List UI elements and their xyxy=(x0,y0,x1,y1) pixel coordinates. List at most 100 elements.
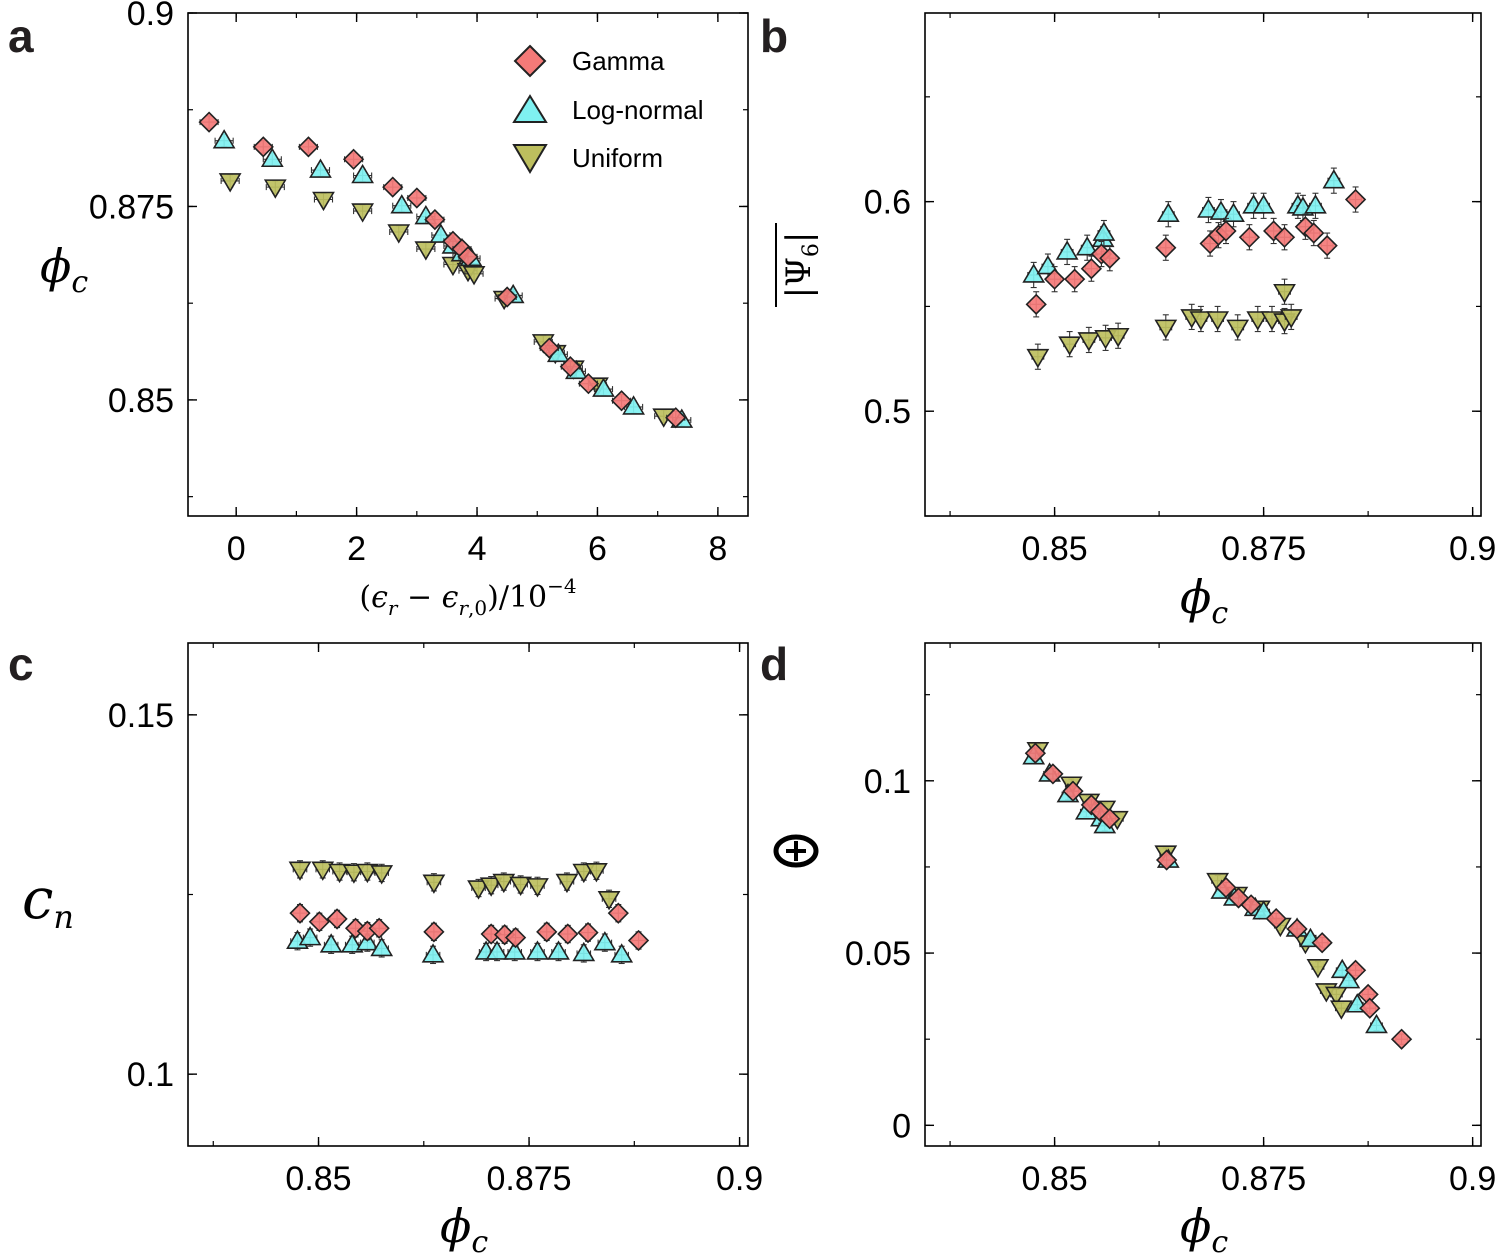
data-point-log-normal xyxy=(1222,202,1245,222)
data-point-gamma xyxy=(326,908,348,930)
panel-a-ylabel: ϕc xyxy=(40,239,88,300)
data-point-gamma xyxy=(1303,222,1325,244)
data-point-gamma xyxy=(1099,247,1121,269)
data-point-gamma xyxy=(1024,742,1046,764)
data-point-gamma xyxy=(1155,237,1177,259)
data-point-log-normal xyxy=(421,943,445,963)
panel-c-points xyxy=(286,860,650,965)
y-tick-label: 0.1 xyxy=(127,1056,174,1094)
data-point-log-normal xyxy=(1252,900,1276,920)
data-point-uniform xyxy=(597,891,621,911)
data-point-gamma xyxy=(1286,918,1308,940)
panel-d-ticks: 0.85 0.875 0.9 0 0.05 0.1 xyxy=(845,643,1496,1198)
data-point-gamma xyxy=(1311,932,1333,954)
data-point-log-normal xyxy=(340,933,364,953)
data-point-uniform xyxy=(1106,327,1130,348)
svg-text:|Ψ6|: |Ψ6| xyxy=(779,232,824,299)
data-point-uniform xyxy=(288,861,312,881)
data-point-gamma xyxy=(297,136,320,158)
data-point-log-normal xyxy=(309,158,332,178)
data-point-uniform xyxy=(355,863,379,884)
data-point-uniform xyxy=(328,863,351,884)
panel-d-frame xyxy=(924,642,1482,1147)
panel-a-xlabel: (ϵr − ϵr,0)/10−4 xyxy=(359,574,576,620)
data-point-gamma xyxy=(423,921,445,943)
data-point-gamma xyxy=(496,286,518,308)
data-point-uniform xyxy=(479,877,503,897)
y-tick-label: 0.1 xyxy=(864,763,911,801)
panel-c-frame xyxy=(187,642,749,1147)
legend-lognormal-marker xyxy=(512,94,548,123)
y-tick-label: 0.6 xyxy=(864,184,911,222)
x-tick-label: 0.85 xyxy=(1022,530,1088,568)
data-point-log-normal xyxy=(212,129,236,149)
data-point-uniform xyxy=(1279,309,1303,329)
y-tick-label: 0.05 xyxy=(845,935,911,973)
data-point-log-normal xyxy=(1036,255,1060,275)
data-point-gamma xyxy=(1064,268,1086,290)
data-point-gamma xyxy=(1062,780,1084,802)
data-point-uniform xyxy=(585,862,608,883)
data-point-log-normal xyxy=(1365,1013,1388,1034)
x-tick-label: 0.875 xyxy=(1221,530,1306,568)
panel-c-ylabel: cn xyxy=(22,867,74,936)
y-tick-label: 0.5 xyxy=(864,393,911,431)
y-tick-label: 0 xyxy=(892,1107,911,1145)
data-point-gamma xyxy=(252,136,274,158)
data-point-uniform xyxy=(218,173,242,193)
data-point-gamma xyxy=(504,926,527,949)
data-point-gamma xyxy=(1042,763,1064,785)
data-point-log-normal xyxy=(1209,200,1233,220)
data-point-log-normal xyxy=(319,933,343,953)
data-point-gamma xyxy=(557,923,579,945)
data-point-log-normal xyxy=(485,940,509,960)
legend-item-lognormal: Log-normal xyxy=(512,94,704,125)
data-point-gamma xyxy=(536,921,558,943)
panel-c-ticks: 0.85 0.875 0.9 0.1 0.15 xyxy=(108,643,763,1198)
data-point-gamma xyxy=(610,390,633,412)
legend-uniform-label: Uniform xyxy=(572,143,663,173)
series-uniform xyxy=(1026,303,1303,370)
data-point-gamma xyxy=(424,208,446,231)
legend-gamma-label: Gamma xyxy=(572,46,665,76)
x-tick-label: 0.9 xyxy=(1449,1160,1496,1198)
data-point-gamma xyxy=(406,187,428,209)
data-point-gamma xyxy=(289,902,311,924)
data-point-gamma xyxy=(382,176,404,198)
data-point-log-normal xyxy=(547,940,570,960)
series-gamma xyxy=(289,902,650,952)
data-point-uniform xyxy=(526,878,549,898)
data-point-gamma xyxy=(1316,235,1338,257)
x-tick-label: 4 xyxy=(468,530,487,568)
data-point-gamma xyxy=(627,929,650,952)
data-point-uniform xyxy=(1026,348,1050,369)
data-point-gamma xyxy=(344,917,367,939)
data-point-log-normal xyxy=(260,147,284,168)
data-point-uniform xyxy=(387,224,411,244)
data-point-gamma xyxy=(1265,907,1287,930)
data-point-uniform xyxy=(1324,986,1348,1006)
data-point-log-normal xyxy=(572,941,596,962)
data-point-log-normal xyxy=(298,926,322,946)
data-point-gamma xyxy=(480,923,502,945)
y-tick-label: 0.9 xyxy=(127,0,174,33)
data-point-log-normal xyxy=(1252,194,1276,214)
data-point-uniform xyxy=(1206,311,1230,331)
x-tick-label: 0.85 xyxy=(1022,1160,1088,1198)
data-point-gamma xyxy=(1215,220,1237,242)
panel-label-a: a xyxy=(8,10,34,62)
series-log-normal xyxy=(286,926,634,965)
series-gamma xyxy=(1025,186,1367,318)
data-point-gamma xyxy=(1099,808,1121,830)
data-point-log-normal xyxy=(390,194,414,214)
data-point-log-normal xyxy=(1322,169,1346,189)
data-point-log-normal xyxy=(1075,236,1099,256)
panel-a-frame xyxy=(187,12,749,517)
data-point-gamma xyxy=(1240,894,1262,916)
data-point-gamma xyxy=(1344,188,1367,211)
data-point-log-normal xyxy=(370,936,394,957)
x-tick-label: 0.875 xyxy=(1221,1160,1306,1198)
data-point-uniform xyxy=(1273,283,1296,304)
legend-item-uniform: Uniform xyxy=(512,143,663,174)
data-point-gamma xyxy=(1263,220,1285,242)
